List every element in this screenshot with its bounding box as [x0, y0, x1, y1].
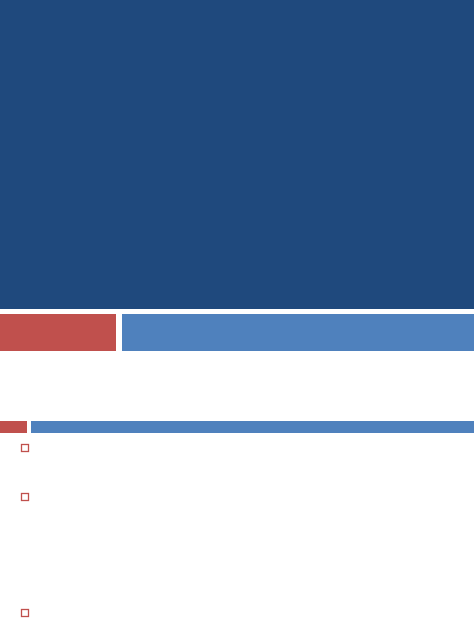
- accent-bar-blue: [122, 314, 474, 351]
- section-bar-blue: [31, 421, 474, 433]
- bullet: [20, 492, 30, 502]
- bullet: [20, 608, 30, 618]
- bullet: [20, 443, 30, 453]
- accent-bar-red: [0, 314, 116, 351]
- section-bar-red: [0, 421, 27, 433]
- title-block: [0, 0, 474, 309]
